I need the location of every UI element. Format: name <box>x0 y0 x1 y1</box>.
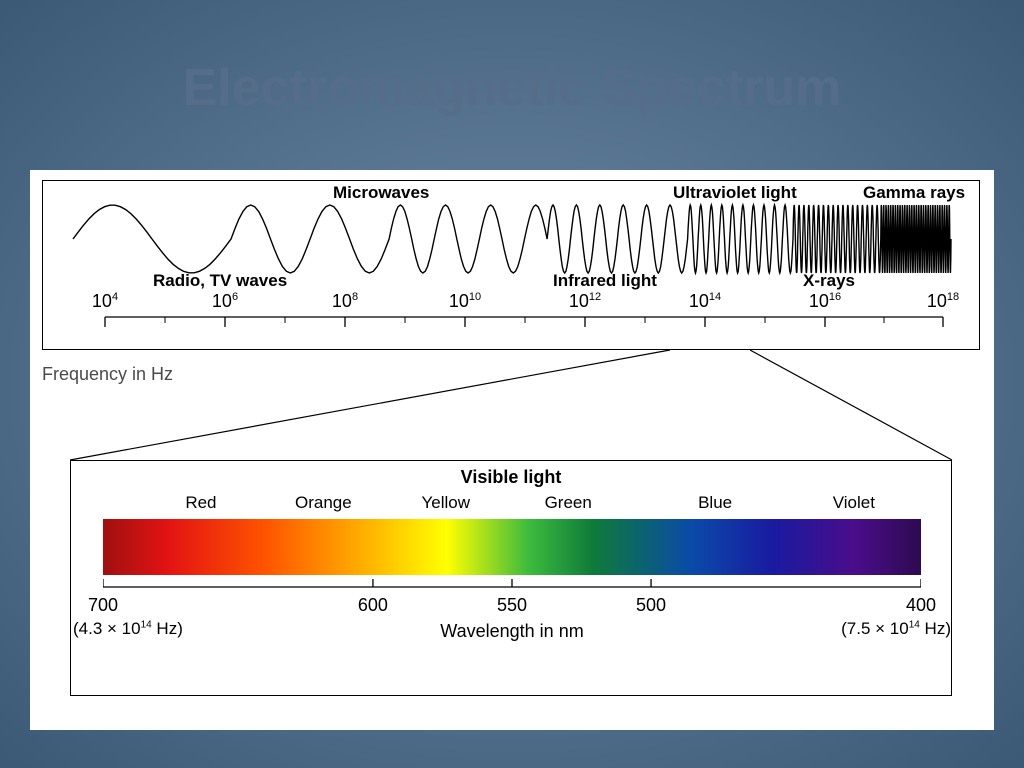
frequency-tick-label: 1010 <box>449 291 481 312</box>
color-label: Violet <box>833 493 875 513</box>
color-label: Blue <box>698 493 732 513</box>
frequency-tick-label: 1016 <box>809 291 841 312</box>
visible-light-panel: Visible light Red Orange Yellow Green Blue Vi… <box>70 460 952 696</box>
frequency-tick-label: 104 <box>92 291 118 312</box>
wave-label-top: Microwaves <box>333 183 429 203</box>
wavelength-axis: 700600550500400 (4.3 × 1014 Hz) (7.5 × 1… <box>103 575 921 625</box>
slide: Electromagnetic Spectrum MicrowavesUltra… <box>0 0 1024 768</box>
color-label: Green <box>545 493 592 513</box>
frequency-tick-label: 106 <box>212 291 238 312</box>
color-label: Yellow <box>422 493 471 513</box>
color-label: Orange <box>295 493 352 513</box>
wavelength-tick-label: 500 <box>636 595 666 616</box>
color-label: Red <box>185 493 216 513</box>
frequency-tick-label: 108 <box>332 291 358 312</box>
diagram-area: MicrowavesUltraviolet lightGamma rays Ra… <box>30 170 994 730</box>
wavelength-tick-label: 400 <box>906 595 936 616</box>
frequency-panel: MicrowavesUltraviolet lightGamma rays Ra… <box>42 180 980 350</box>
slide-title: Electromagnetic Spectrum <box>0 58 1024 118</box>
visible-light-title: Visible light <box>71 467 951 488</box>
frequency-tick-label: 1018 <box>927 291 959 312</box>
wavelength-tick-label: 700 <box>88 595 118 616</box>
wavelength-axis-caption: Wavelength in nm <box>103 621 921 642</box>
wavelength-tick-label: 600 <box>358 595 388 616</box>
wavelength-tick-label: 550 <box>497 595 527 616</box>
wave-label-top: Ultraviolet light <box>673 183 797 203</box>
wave-label-top: Gamma rays <box>863 183 965 203</box>
wave-area: MicrowavesUltraviolet lightGamma rays Ra… <box>43 189 979 279</box>
spectrum-bar <box>103 519 921 575</box>
frequency-axis: 104 106 108 1010 1012 1014 1016 1018 <box>43 287 979 349</box>
frequency-axis-caption: Frequency in Hz <box>42 364 173 385</box>
frequency-tick-label: 1014 <box>689 291 721 312</box>
frequency-tick-label: 1012 <box>569 291 601 312</box>
